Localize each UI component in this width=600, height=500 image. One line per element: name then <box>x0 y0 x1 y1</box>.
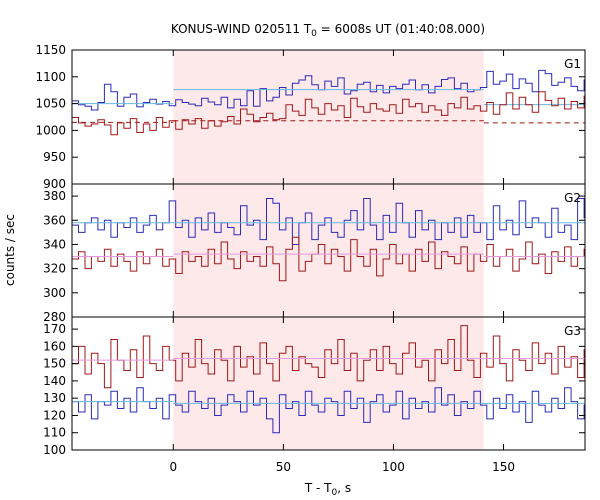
panel-label: G2 <box>564 191 581 205</box>
y-tick-label: 950 <box>43 150 66 164</box>
panels-group: 900 950 1000 1050 1100 1150 G1 280 300 320 340 360 3… <box>35 43 586 457</box>
panel-frame <box>71 316 586 451</box>
panel-label: G3 <box>564 324 581 338</box>
y-tick-label: 900 <box>43 177 66 191</box>
y-tick-label: 140 <box>43 374 66 388</box>
x-tick-label: 150 <box>492 460 515 474</box>
y-tick-label: 120 <box>43 408 66 422</box>
shaded-interval <box>173 317 484 450</box>
y-tick-label: 1000 <box>35 123 66 137</box>
panel-g2: 280 300 320 340 360 380 G2 <box>43 183 586 324</box>
shaded-interval <box>173 50 484 184</box>
y-tick-label: 340 <box>43 237 66 251</box>
y-tick-label: 300 <box>43 286 66 300</box>
y-tick-label: 170 <box>43 322 66 336</box>
y-tick-label: 130 <box>43 391 66 405</box>
y-tick-label: 360 <box>43 213 66 227</box>
y-axis-title: counts / sec <box>3 214 17 286</box>
x-tick-label: 100 <box>382 460 405 474</box>
y-tick-label: 1050 <box>35 97 66 111</box>
y-tick-label: 110 <box>43 426 66 440</box>
x-tick-label: 0 <box>169 460 177 474</box>
y-tick-label: 320 <box>43 262 66 276</box>
y-tick-label: 1150 <box>35 43 66 57</box>
panel-g1: 900 950 1000 1050 1100 1150 G1 <box>35 43 586 191</box>
panel-g3: 100 110 120 130 140 150 160 170 G3 <box>43 316 586 457</box>
y-tick-label: 160 <box>43 339 66 353</box>
y-tick-label: 100 <box>43 443 66 457</box>
x-tick-label: 50 <box>276 460 291 474</box>
y-tick-label: 380 <box>43 189 66 203</box>
shaded-interval <box>173 184 484 317</box>
y-tick-label: 280 <box>43 310 66 324</box>
x-axis-title: T - T0, s <box>304 481 351 498</box>
panel-label: G1 <box>564 57 581 71</box>
y-tick-label: 150 <box>43 357 66 371</box>
chart-title: KONUS-WIND 020511 T0 = 6008s UT (01:40:0… <box>171 22 485 39</box>
y-tick-label: 1100 <box>35 70 66 84</box>
x-axis-labels: 0 50 100 150 <box>169 460 515 474</box>
